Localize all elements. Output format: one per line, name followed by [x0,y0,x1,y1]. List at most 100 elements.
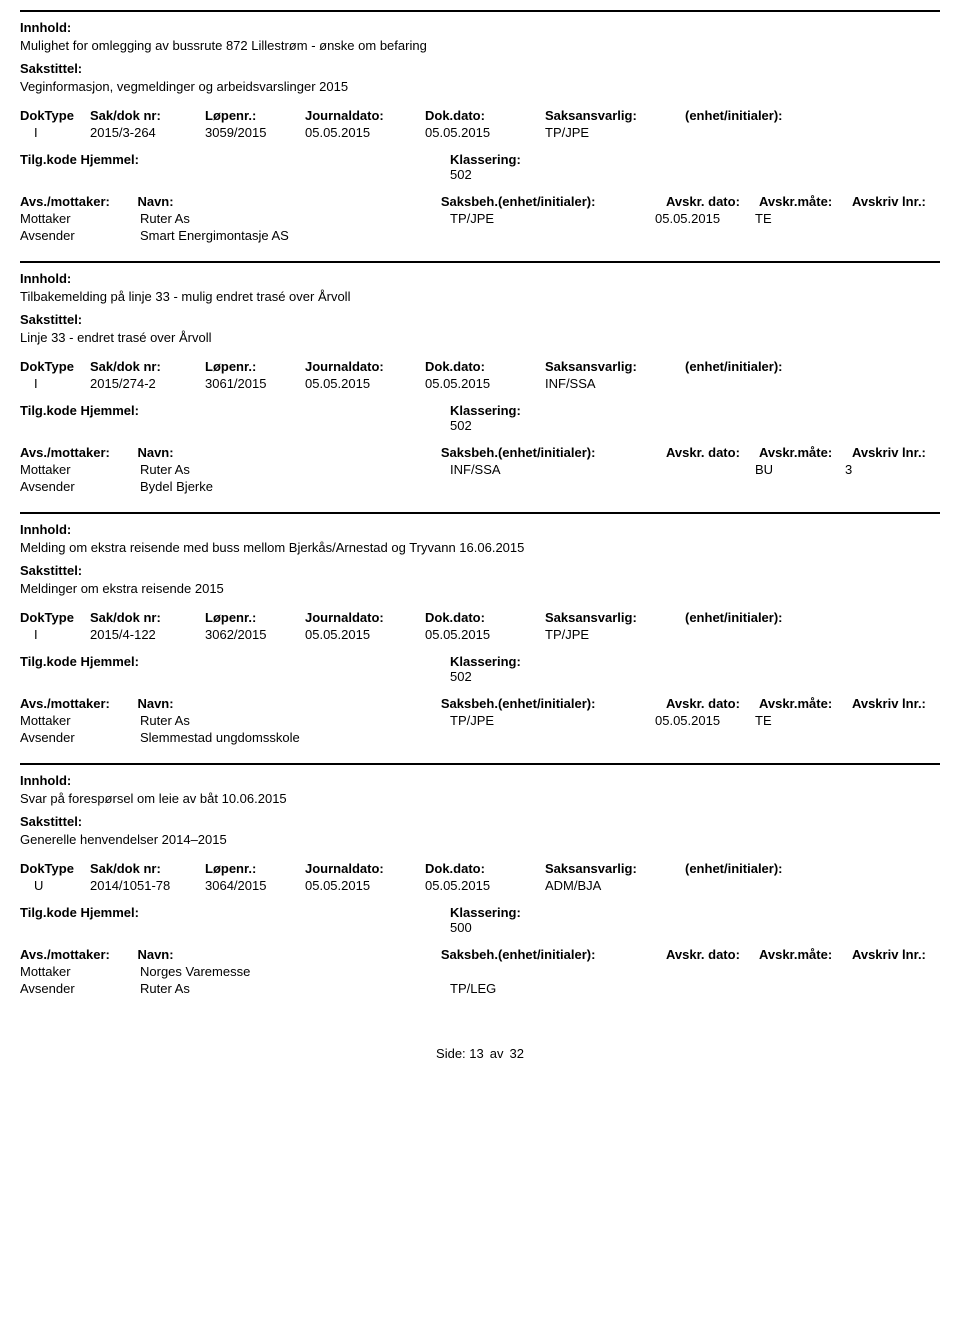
saknr-label: Sak/dok nr: [90,861,205,876]
saksansvarlig-value: TP/JPE [545,125,685,140]
party-saksbeh [450,964,655,979]
avskriv-lnr-label: Avskriv lnr.: [852,696,940,711]
klassering-value: 502 [450,418,650,433]
innhold-value: Svar på forespørsel om leie av båt 10.06… [20,791,940,806]
enhet-init-value [685,376,835,391]
journaldato-value: 05.05.2015 [305,627,425,642]
party-avskr-dato [655,462,755,477]
lopenr-value: 3064/2015 [205,878,305,893]
party-saksbeh: TP/JPE [450,713,655,728]
party-row: MottakerNorges Varemesse [20,964,940,979]
party-avskr-dato [655,964,755,979]
saknr-value: 2015/3-264 [90,125,205,140]
tilgkode-label: Tilg.kode [20,905,77,920]
party-navn: Ruter As [140,713,450,728]
saksansvarlig-value: ADM/BJA [545,878,685,893]
saksansvarlig-label: Saksansvarlig: [545,359,685,374]
doktype-label: DokType [20,610,90,625]
value-row: I2015/274-23061/201505.05.201505.05.2015… [20,376,940,391]
navn-label: Navn: [137,445,440,460]
party-role: Avsender [20,479,140,494]
lopenr-label: Løpenr.: [205,861,305,876]
party-avskr-lnr [845,964,925,979]
page-total: 32 [510,1046,524,1061]
navn-label: Navn: [137,947,440,962]
journaldato-value: 05.05.2015 [305,878,425,893]
saksansvarlig-value: INF/SSA [545,376,685,391]
dokdato-label: Dok.dato: [425,861,545,876]
party-saksbeh [450,479,655,494]
journaldato-label: Journaldato: [305,108,425,123]
header-row: DokTypeSak/dok nr:Løpenr.:Journaldato:Do… [20,108,940,123]
dokdato-label: Dok.dato: [425,359,545,374]
saksbeh-label: Saksbeh.(enhet/initialer): [441,445,666,460]
party-avskr-dato: 05.05.2015 [655,713,755,728]
klassering-label: Klassering: [450,905,650,920]
party-avskr-dato: 05.05.2015 [655,211,755,226]
avskr-dato-label: Avskr. dato: [666,696,759,711]
avs-header-row: Avs./mottaker:Navn:Saksbeh.(enhet/initia… [20,194,940,209]
record: Innhold:Tilbakemelding på linje 33 - mul… [20,261,940,494]
party-saksbeh: TP/JPE [450,211,655,226]
record: Innhold:Mulighet for omlegging av bussru… [20,10,940,243]
tilg-row: Tilg.kode Hjemmel:Klassering:502 [20,403,940,433]
dokdato-label: Dok.dato: [425,610,545,625]
doktype-label: DokType [20,108,90,123]
party-navn: Slemmestad ungdomsskole [140,730,450,745]
tilg-row: Tilg.kode Hjemmel:Klassering:502 [20,152,940,182]
navn-label: Navn: [137,696,440,711]
party-navn: Ruter As [140,981,450,996]
party-avskr-mate: TE [755,211,845,226]
sakstittel-label: Sakstittel: [20,563,940,578]
avskr-dato-label: Avskr. dato: [666,947,759,962]
party-avskr-mate [755,228,845,243]
klassering-value: 502 [450,669,650,684]
party-navn: Ruter As [140,462,450,477]
enhet-init-value [685,627,835,642]
record: Innhold:Melding om ekstra reisende med b… [20,512,940,745]
party-avskr-dato [655,981,755,996]
party-avskr-mate [755,730,845,745]
klassering-col: Klassering:502 [450,403,650,433]
dokdato-value: 05.05.2015 [425,125,545,140]
party-role: Avsender [20,228,140,243]
saksbeh-label: Saksbeh.(enhet/initialer): [441,947,666,962]
enhet-init-label: (enhet/initialer): [685,359,835,374]
value-row: I2015/3-2643059/201505.05.201505.05.2015… [20,125,940,140]
record: Innhold:Svar på forespørsel om leie av b… [20,763,940,996]
party-saksbeh [450,228,655,243]
separator [20,763,940,765]
party-avskr-mate [755,964,845,979]
tilg-left: Tilg.kode Hjemmel: [20,905,450,935]
sakstittel-label: Sakstittel: [20,61,940,76]
tilg-row: Tilg.kode Hjemmel:Klassering:500 [20,905,940,935]
header-row: DokTypeSak/dok nr:Løpenr.:Journaldato:Do… [20,861,940,876]
dokdato-value: 05.05.2015 [425,376,545,391]
saksansvarlig-label: Saksansvarlig: [545,108,685,123]
lopenr-label: Løpenr.: [205,359,305,374]
journaldato-label: Journaldato: [305,610,425,625]
avs-mottaker-label: Avs./mottaker: [20,445,137,460]
avskr-dato-label: Avskr. dato: [666,194,759,209]
party-navn: Smart Energimontasje AS [140,228,450,243]
party-saksbeh [450,730,655,745]
lopenr-label: Løpenr.: [205,108,305,123]
separator [20,10,940,12]
hjemmel-label: Hjemmel: [80,403,139,418]
innhold-value: Tilbakemelding på linje 33 - mulig endre… [20,289,940,304]
avskriv-lnr-label: Avskriv lnr.: [852,194,940,209]
party-avskr-dato [655,730,755,745]
saksbeh-label: Saksbeh.(enhet/initialer): [441,696,666,711]
enhet-init-value [685,125,835,140]
klassering-label: Klassering: [450,152,650,167]
sakstittel-value: Linje 33 - endret trasé over Årvoll [20,330,940,345]
klassering-label: Klassering: [450,403,650,418]
avs-header-row: Avs./mottaker:Navn:Saksbeh.(enhet/initia… [20,696,940,711]
party-role: Mottaker [20,211,140,226]
value-row: U2014/1051-783064/201505.05.201505.05.20… [20,878,940,893]
saknr-value: 2014/1051-78 [90,878,205,893]
saknr-label: Sak/dok nr: [90,610,205,625]
innhold-label: Innhold: [20,20,940,35]
doktype-value: I [20,125,90,140]
saknr-value: 2015/274-2 [90,376,205,391]
